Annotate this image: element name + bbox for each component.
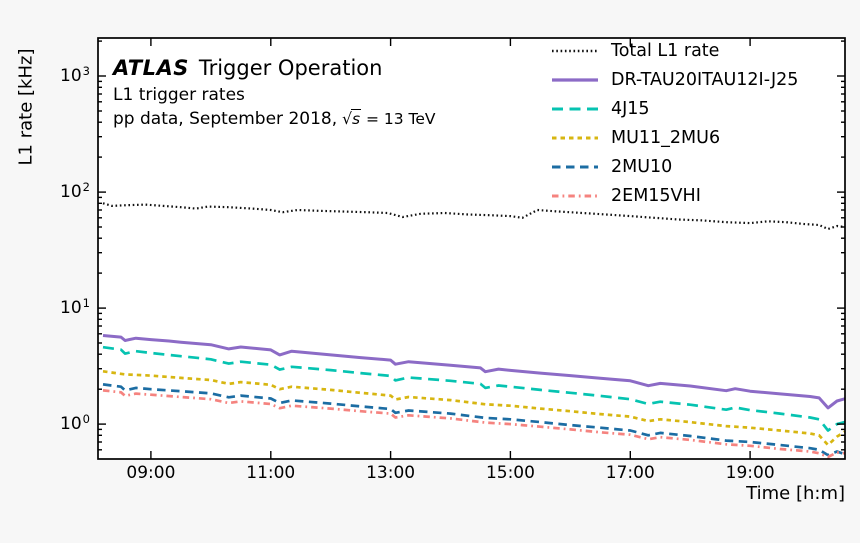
plot-border <box>97 37 846 460</box>
series-line-5 <box>102 389 845 459</box>
plot-area <box>98 38 845 459</box>
series-line-1 <box>102 334 845 410</box>
series-line-4 <box>102 383 845 457</box>
series-line-3 <box>102 369 845 447</box>
series-line-2 <box>102 345 845 432</box>
